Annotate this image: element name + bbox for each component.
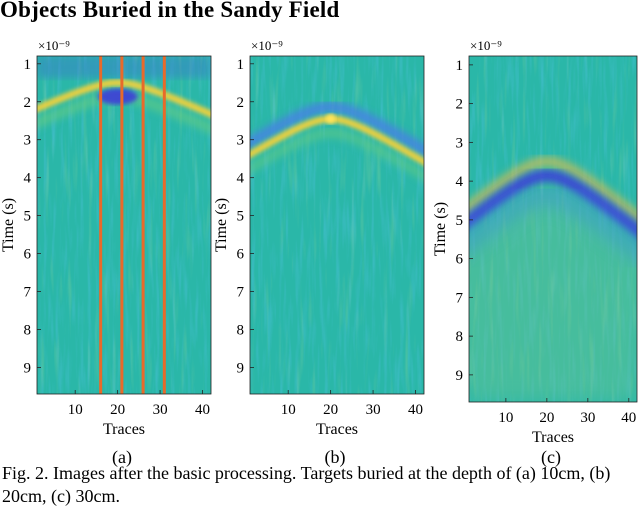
exponent-label: ×10⁻⁹ bbox=[251, 38, 283, 53]
x-tick-label: 40 bbox=[195, 402, 210, 418]
y-tick-label: 4 bbox=[24, 171, 32, 187]
heatmap-image bbox=[469, 56, 637, 402]
x-tick-label: 30 bbox=[580, 410, 595, 426]
y-tick-label: 8 bbox=[237, 322, 245, 338]
hyperbola-apex bbox=[97, 88, 138, 105]
x-tick-label: 10 bbox=[68, 402, 83, 418]
heatmap-image bbox=[250, 56, 424, 394]
y-tick-label: 9 bbox=[456, 368, 464, 384]
y-tick-label: 9 bbox=[24, 360, 32, 376]
y-axis-label: Time (s) bbox=[213, 198, 230, 252]
x-axis-label: Traces bbox=[532, 429, 574, 446]
axes-frame bbox=[249, 55, 425, 395]
x-axis-label: Traces bbox=[103, 421, 145, 438]
hyperbola-halo bbox=[250, 101, 424, 156]
y-axis-label: Time (s) bbox=[0, 198, 17, 252]
y-tick-label: 9 bbox=[237, 360, 245, 376]
y-tick-label: 3 bbox=[24, 133, 32, 149]
y-tick-label: 5 bbox=[456, 213, 464, 229]
y-tick-label: 7 bbox=[237, 285, 245, 301]
hyperbola-apex bbox=[325, 113, 336, 124]
hyperbola-tail bbox=[469, 187, 637, 260]
top-band bbox=[37, 56, 211, 78]
y-tick-label: 6 bbox=[237, 247, 245, 263]
y-tick-label: 5 bbox=[237, 209, 245, 225]
hyperbola-arc bbox=[37, 79, 211, 119]
hyperbola-halo bbox=[469, 156, 637, 223]
x-tick-label: 40 bbox=[408, 402, 423, 418]
y-tick-label: 6 bbox=[24, 247, 32, 263]
exponent-label: ×10⁻⁹ bbox=[38, 38, 70, 53]
figure-caption: Fig. 2. Images after the basic processin… bbox=[2, 463, 611, 506]
y-tick-label: 3 bbox=[456, 135, 464, 151]
y-tick-label: 5 bbox=[24, 209, 32, 225]
y-tick-label: 4 bbox=[237, 171, 245, 187]
axes-frame bbox=[36, 55, 212, 395]
panel-label: (b) bbox=[325, 447, 346, 468]
x-tick-label: 30 bbox=[366, 402, 381, 418]
x-tick-label: 20 bbox=[110, 402, 125, 418]
x-tick-label: 20 bbox=[323, 402, 338, 418]
x-axis-label: Traces bbox=[316, 421, 358, 438]
panel-3: 1 2 3 4 5 6 7 8 9 10 20 30 40 ×10⁻⁹ Traces Time (s) (c) bbox=[432, 38, 638, 468]
y-tick-label: 8 bbox=[24, 322, 32, 338]
x-tick-label: 40 bbox=[621, 410, 636, 426]
panel-2: 1 2 3 4 5 6 7 8 9 10 20 30 40 ×10⁻⁹ Traces Time (s) (b) bbox=[213, 38, 425, 468]
y-tick-label: 6 bbox=[456, 252, 464, 268]
figure-heading: Objects Buried in the Sandy Field bbox=[0, 0, 340, 22]
y-tick-label: 7 bbox=[456, 290, 464, 306]
heatmap-image bbox=[37, 56, 211, 394]
y-tick-label: 8 bbox=[456, 329, 464, 345]
x-tick-label: 10 bbox=[281, 402, 296, 418]
y-tick-label: 7 bbox=[24, 285, 32, 301]
hyperbola-arc bbox=[469, 169, 637, 238]
x-tick-label: 30 bbox=[153, 402, 168, 418]
y-tick-label: 2 bbox=[24, 95, 32, 111]
x-tick-label: 20 bbox=[539, 410, 554, 426]
y-tick-label: 1 bbox=[456, 58, 464, 74]
y-tick-label: 1 bbox=[237, 57, 245, 73]
axes-frame bbox=[468, 55, 638, 403]
exponent-label: ×10⁻⁹ bbox=[470, 38, 502, 53]
hyperbola-fill bbox=[469, 185, 637, 402]
panel-1: 1 2 3 4 5 6 7 8 9 10 20 30 40 ×10⁻⁹ Traces Time (s) (a) bbox=[0, 38, 212, 468]
x-tick-label: 10 bbox=[498, 410, 513, 426]
y-tick-label: 2 bbox=[237, 95, 245, 111]
y-axis-label: Time (s) bbox=[432, 202, 449, 256]
y-tick-label: 1 bbox=[24, 57, 32, 73]
y-tick-label: 4 bbox=[456, 174, 464, 190]
hyperbola-tail bbox=[250, 128, 424, 182]
panel-label: (a) bbox=[112, 447, 132, 468]
y-tick-label: 2 bbox=[456, 97, 464, 113]
y-tick-label: 3 bbox=[237, 133, 245, 149]
panel-label: (c) bbox=[541, 447, 561, 468]
